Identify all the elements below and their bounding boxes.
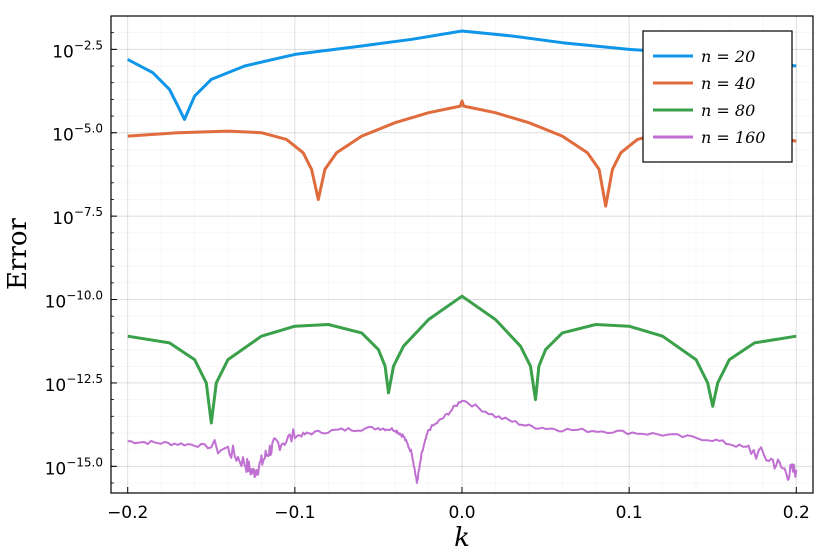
series-line [126,29,797,121]
x-axis-title: k [454,523,470,553]
legend-label: n = 20 [701,47,755,66]
series-line [127,99,797,208]
y-tick-label: 10−7.5 [52,205,103,229]
y-tick-label: 10−5.0 [52,122,103,146]
series-line [127,294,797,425]
x-tick-label: 0.1 [616,503,643,523]
series-lines [126,29,798,484]
y-tick-label: 10−15.0 [45,455,103,479]
x-tick-label: −0.1 [274,503,315,523]
y-tick-label: 10−12.5 [45,372,103,396]
legend-label: n = 40 [701,74,755,93]
legend-label: n = 80 [701,101,755,120]
legend-box [642,30,793,163]
y-tick-label: 10−10.0 [45,289,103,313]
axes: −0.2 −0.1 0.0 0.1 0.2 10−2.5 10−5.0 10−7.5 10−10… [45,15,810,523]
series-line [127,399,798,484]
legend: n = 20 n = 40 n = 80 n = 160 [642,30,793,163]
y-tick-label: 10−2.5 [52,38,103,62]
y-axis-title: Error [3,217,33,289]
legend-label: n = 160 [701,128,765,147]
x-tick-label: −0.2 [107,503,148,523]
x-tick-label: 0.0 [448,503,475,523]
x-tick-label: 0.2 [783,503,810,523]
